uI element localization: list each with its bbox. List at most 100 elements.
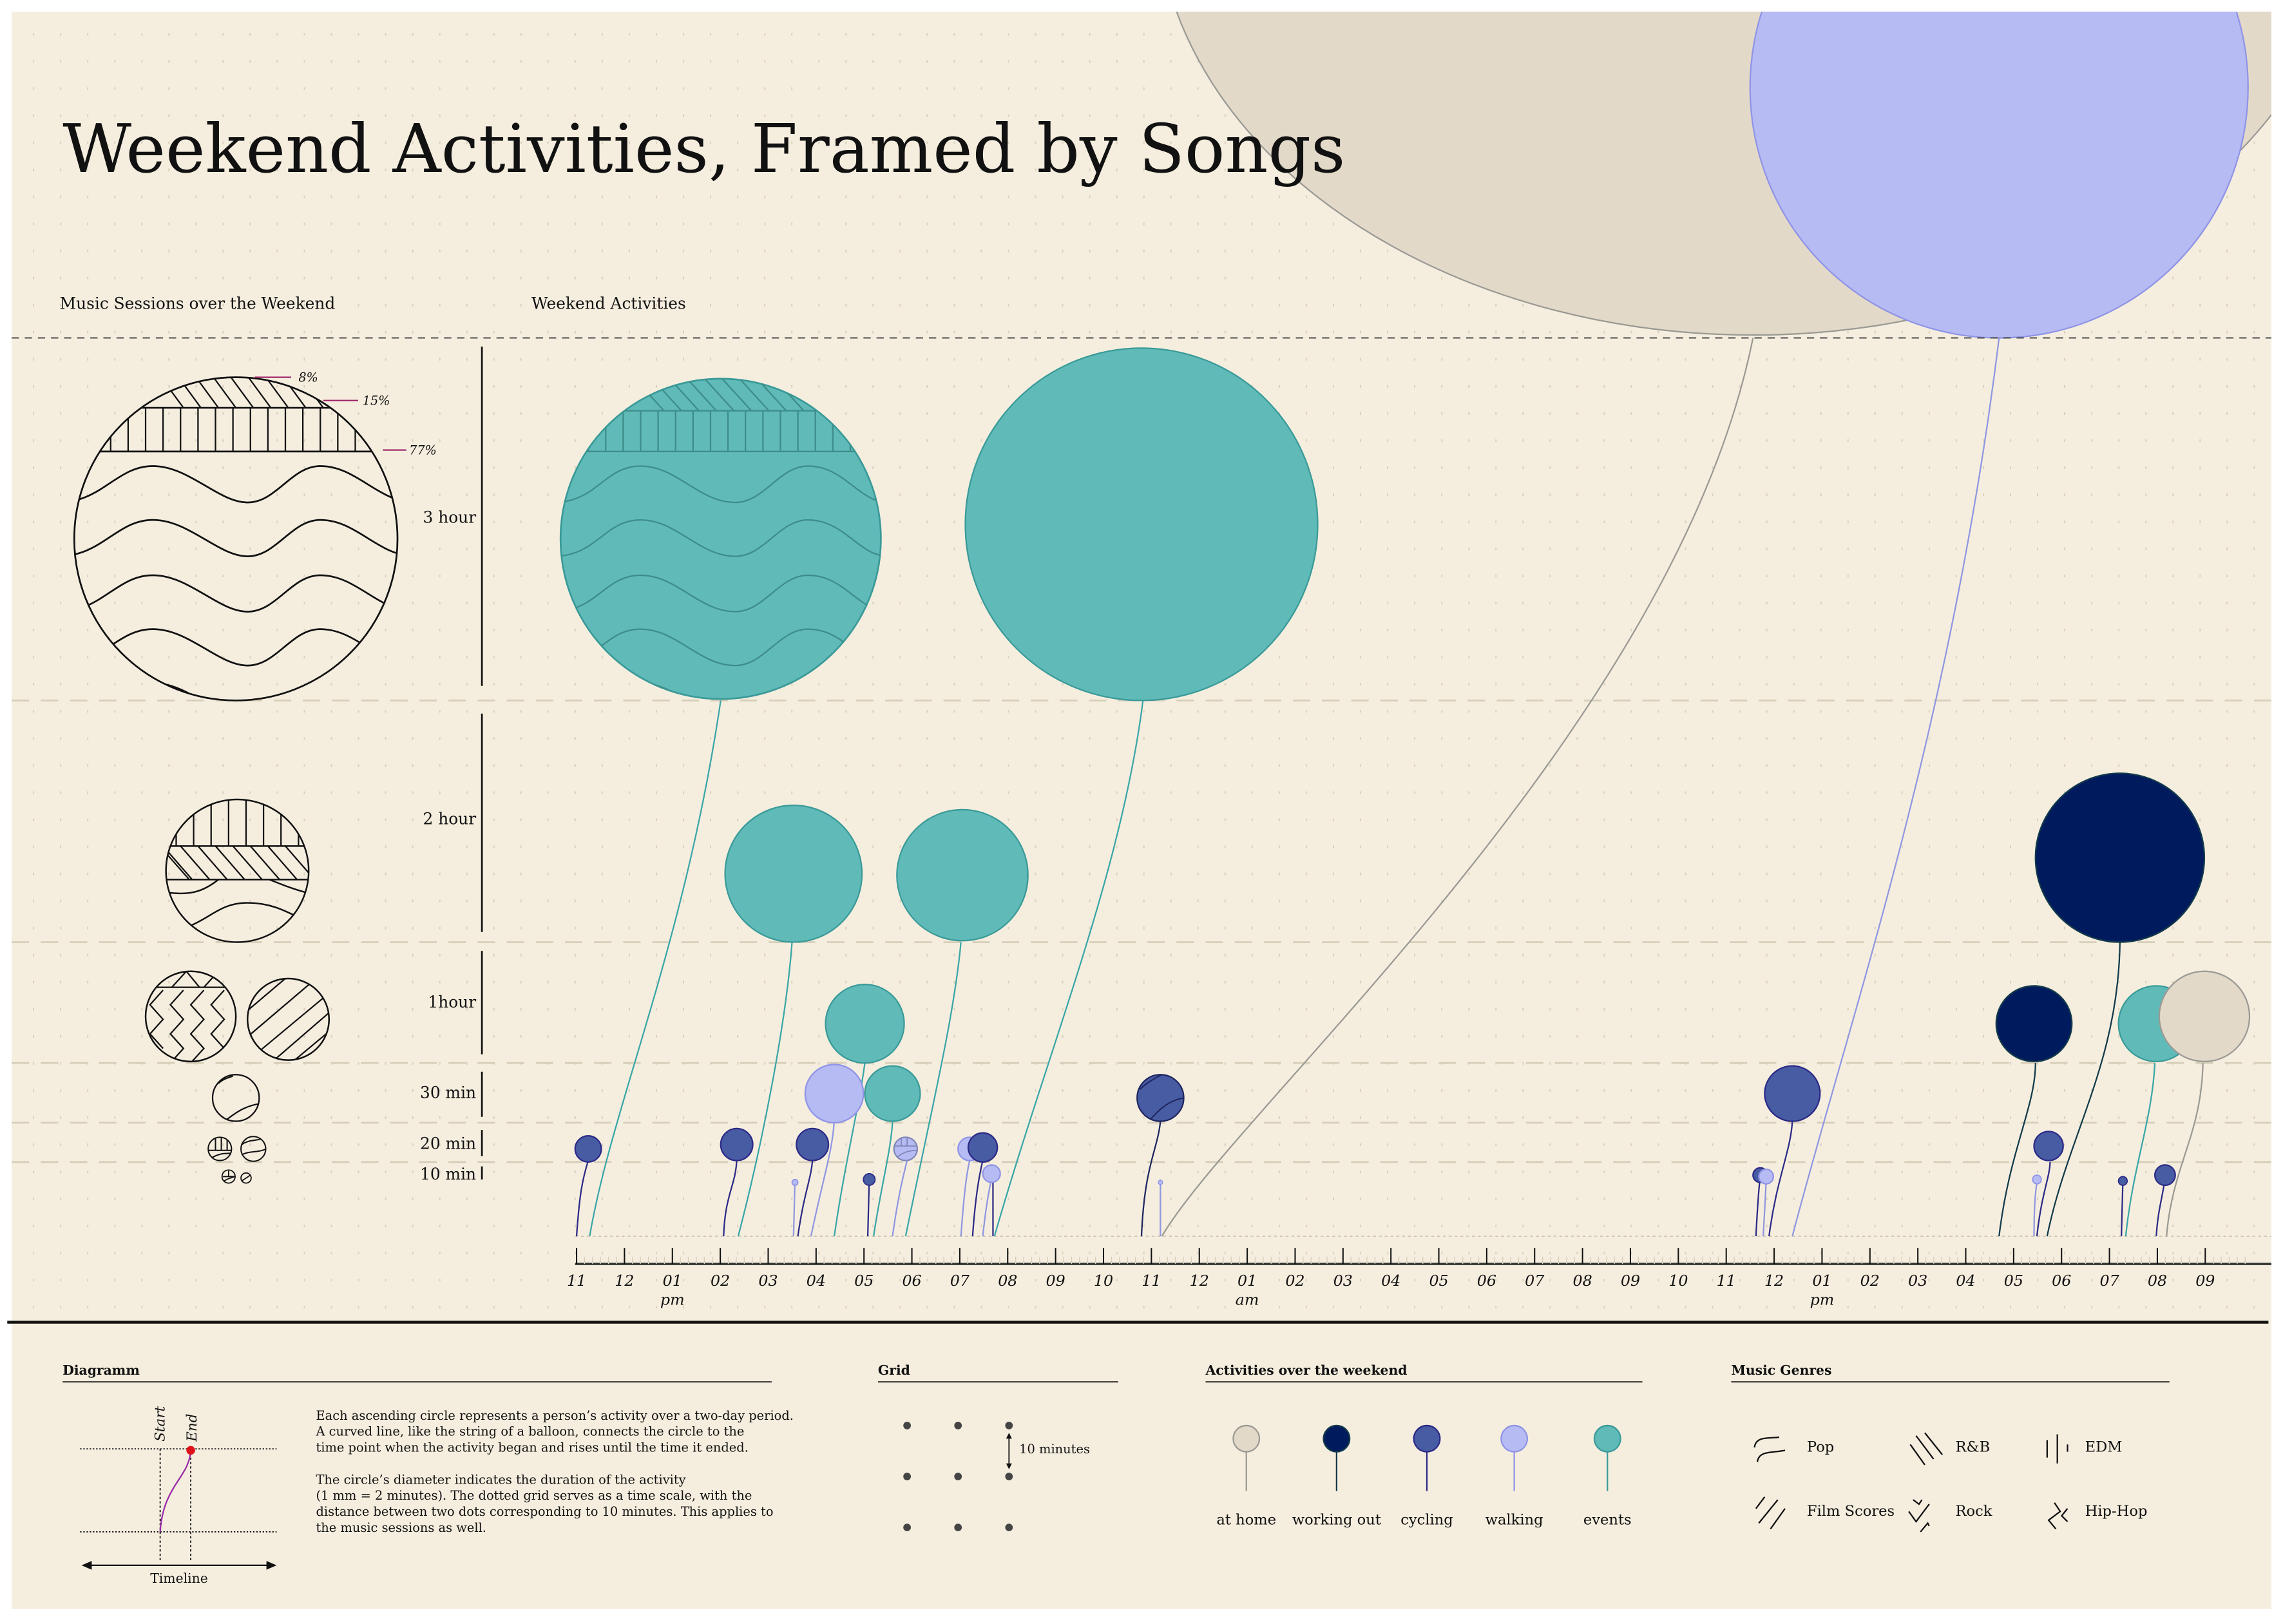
- tick-label: 08: [2148, 1272, 2167, 1290]
- balloon-events-2h-b: [896, 808, 1029, 942]
- rock-check-icon: [1908, 1499, 1930, 1533]
- scale-label-30min: 30 min: [420, 1083, 476, 1102]
- tick-label: 01: [1237, 1272, 1257, 1290]
- description-line: the music sessions as well.: [316, 1520, 486, 1535]
- genre-label-edm: EDM: [2085, 1439, 2123, 1456]
- tick-label: 12: [1190, 1272, 1209, 1290]
- tick-label: 07: [2099, 1272, 2119, 1290]
- tick-label: 02: [711, 1272, 730, 1290]
- legend-activities-heading: Activities over the weekend: [1205, 1362, 1407, 1378]
- pop-wave-icon: [1753, 1436, 1786, 1462]
- legend-item-working-out: working out: [1292, 1424, 1381, 1529]
- balloon-cycling-small: [863, 1173, 876, 1186]
- legend-genres: Music Genres Pop R&B EDM Film Scores Roc…: [1731, 1362, 2170, 1533]
- balloon-events-40m: [864, 1065, 921, 1122]
- tick-label: 09: [1046, 1272, 1065, 1290]
- tick-label: 11: [567, 1272, 586, 1290]
- music-session-20min-a: [207, 1136, 233, 1161]
- tick-label: 06: [1477, 1272, 1496, 1290]
- genre-label-pop: Pop: [1807, 1439, 1834, 1456]
- tick-label: 11: [1142, 1272, 1161, 1290]
- tick-label: 09: [2195, 1272, 2215, 1290]
- music-session-2h: [165, 798, 310, 943]
- legend-label: walking: [1485, 1512, 1543, 1529]
- start-label: Start: [152, 1406, 168, 1441]
- balloon-cycling: [574, 1135, 602, 1163]
- balloon-at-home-1h: [2158, 970, 2251, 1063]
- period-label-am: am: [1236, 1290, 1259, 1308]
- description-line: The circle’s diameter indicates the dura…: [316, 1472, 685, 1487]
- balloon-events-1h: [825, 983, 905, 1064]
- tick-label: 11: [1717, 1272, 1736, 1290]
- balloon-cycling: [967, 1132, 998, 1163]
- balloon-cycling: [2154, 1164, 2176, 1187]
- rnb-backslash-icon: [1909, 1432, 1943, 1466]
- description-line: Each ascending circle represents a perso…: [316, 1408, 794, 1423]
- balloon-cycling: [720, 1127, 754, 1161]
- legend-balloon-swatch: [1500, 1424, 1529, 1453]
- description-line: A curved line, like the string of a ball…: [315, 1424, 744, 1439]
- balloon-events-2h-a: [724, 804, 863, 943]
- balloon-walking-small: [2032, 1174, 2042, 1185]
- music-session-1h-b: [246, 977, 330, 1061]
- scale-label-10min: 10 min: [420, 1165, 476, 1183]
- legend-label: working out: [1292, 1512, 1381, 1529]
- legend-item-at-home: at home: [1216, 1424, 1276, 1529]
- music-session-10min-b: [240, 1172, 252, 1184]
- example-string: [159, 1450, 192, 1533]
- section-weekend-activities: Weekend Activities: [531, 294, 686, 312]
- legend-balloon-swatch: [1593, 1424, 1621, 1453]
- period-label-pm: pm: [660, 1290, 685, 1308]
- scale-label-3h: 3 hour: [423, 508, 476, 527]
- tick-label: 01: [1812, 1272, 1831, 1290]
- legend-item-events: events: [1583, 1424, 1632, 1529]
- legend-grid-heading: Grid: [878, 1362, 910, 1378]
- legend-item-cycling: cycling: [1400, 1424, 1453, 1529]
- scale-label-20min: 20 min: [420, 1134, 476, 1152]
- tick-label: 04: [807, 1272, 826, 1290]
- tick-label: 10: [1668, 1272, 1688, 1290]
- tick-label: 04: [1956, 1272, 1975, 1290]
- tick-label: 06: [2052, 1272, 2071, 1290]
- tick-label: 08: [998, 1272, 1017, 1290]
- legend-balloon-swatch: [1232, 1424, 1261, 1453]
- tick-label: 03: [1908, 1272, 1927, 1290]
- tick-label: 05: [2004, 1272, 2023, 1290]
- balloon-cycling: [796, 1127, 830, 1161]
- balloon-walking: [1758, 1169, 1775, 1185]
- tick-label: 09: [1621, 1272, 1640, 1290]
- legend-balloon-swatch: [1413, 1424, 1441, 1453]
- genre-label-film-scores: Film Scores: [1807, 1503, 1895, 1520]
- genre-label-rnb: R&B: [1955, 1439, 1990, 1456]
- tick-label: 07: [950, 1272, 970, 1290]
- balloon-events-4h: [964, 347, 1319, 702]
- timeline-label: Timeline: [150, 1571, 207, 1586]
- balloon-cycling: [2033, 1131, 2064, 1161]
- section-music-sessions: Music Sessions over the Weekend: [60, 294, 336, 312]
- time-axis: 11 12 01 02 03 04 05 06 07 08 09 10 11 12 01 02 03 04 05 06…: [567, 1248, 2271, 1308]
- genre-label-rock: Rock: [1955, 1503, 1992, 1520]
- legend-item-walking: walking: [1485, 1424, 1543, 1529]
- balloon-walking-40m: [804, 1064, 864, 1123]
- balloon-walking-tiny: [1158, 1180, 1163, 1185]
- percent-label-77: 77%: [409, 443, 437, 457]
- tick-label: 03: [758, 1272, 778, 1290]
- percent-leaders: [254, 376, 406, 451]
- tick-label: 01: [663, 1272, 682, 1290]
- balloon-strings: [575, 338, 2204, 1237]
- music-session-10min-a: [221, 1169, 236, 1184]
- description-line: time point when the activity began and r…: [316, 1440, 748, 1455]
- tick-label: 02: [1860, 1272, 1880, 1290]
- percent-label-8: 8%: [298, 370, 318, 385]
- legend-label: events: [1583, 1512, 1632, 1529]
- balloon-walking-small: [791, 1179, 799, 1186]
- scale-label-1h: 1hour: [428, 993, 476, 1011]
- balloon-events-3h-patterned: [559, 377, 882, 700]
- description-line: distance between two dots corresponding …: [316, 1504, 773, 1519]
- music-session-30min: [211, 1074, 260, 1122]
- balloon-working-out-2h: [2034, 772, 2206, 943]
- film-scores-slash-icon: [1755, 1496, 1786, 1530]
- legend-label: cycling: [1400, 1512, 1453, 1529]
- tick-label: 05: [854, 1272, 874, 1290]
